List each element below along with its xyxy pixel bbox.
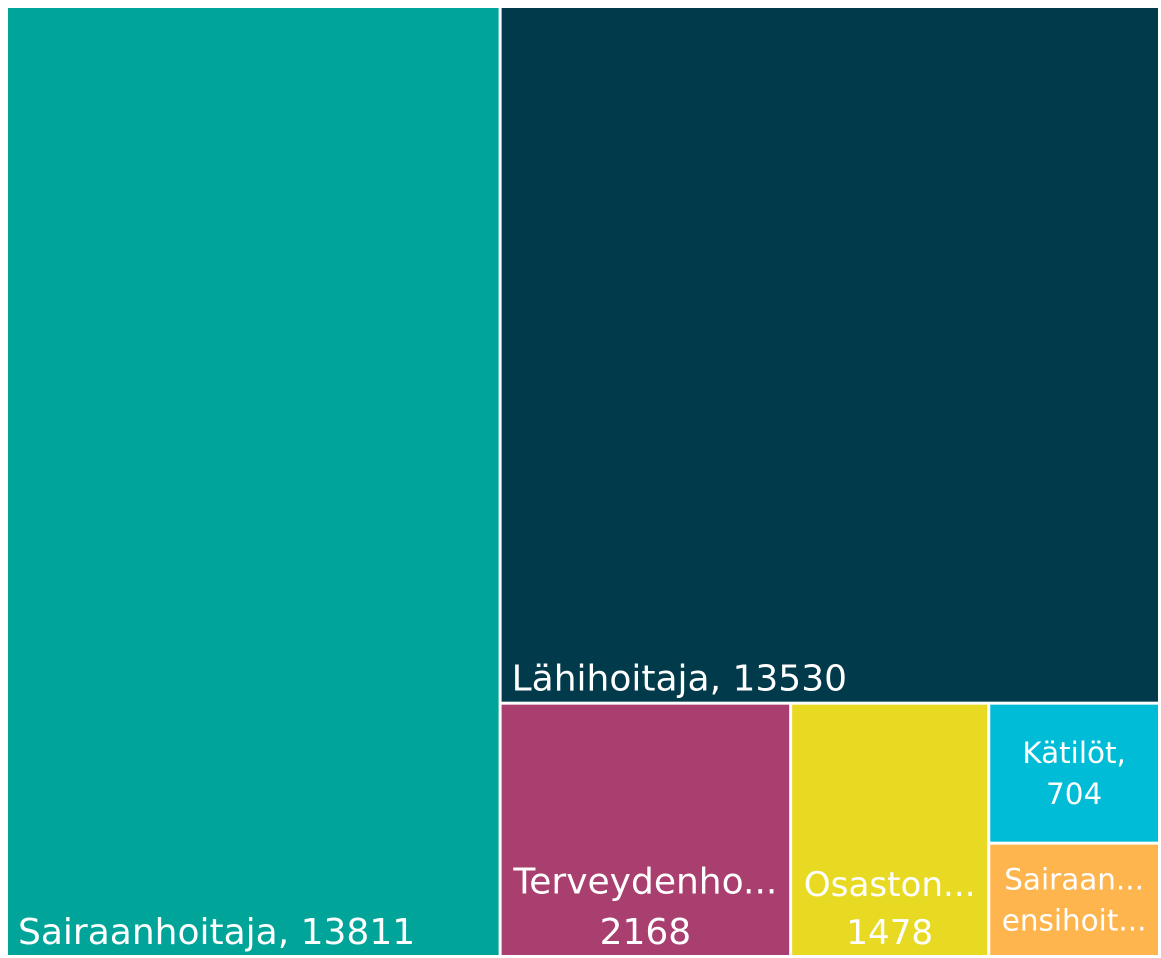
tile <box>8 8 499 955</box>
tile-label: 704 <box>1046 777 1102 811</box>
tile-label: Sairaan... <box>1004 863 1144 897</box>
tile-label: Terveydenho... <box>512 862 777 903</box>
tile <box>501 8 1158 702</box>
tile-label: Sairaanhoitaja, 13811 <box>18 912 415 953</box>
tile-label: 2168 <box>600 912 692 953</box>
tile-label: Kätilöt, <box>1022 736 1126 770</box>
tile <box>990 704 1158 842</box>
tile-label: Osaston... <box>804 865 976 905</box>
tile <box>501 704 790 955</box>
tile <box>990 844 1158 955</box>
tile-label: ensihoit... <box>1002 904 1147 938</box>
tile-label: Lähihoitaja, 13530 <box>512 659 847 700</box>
tile <box>792 704 988 955</box>
tile-label: 1478 <box>846 913 933 953</box>
